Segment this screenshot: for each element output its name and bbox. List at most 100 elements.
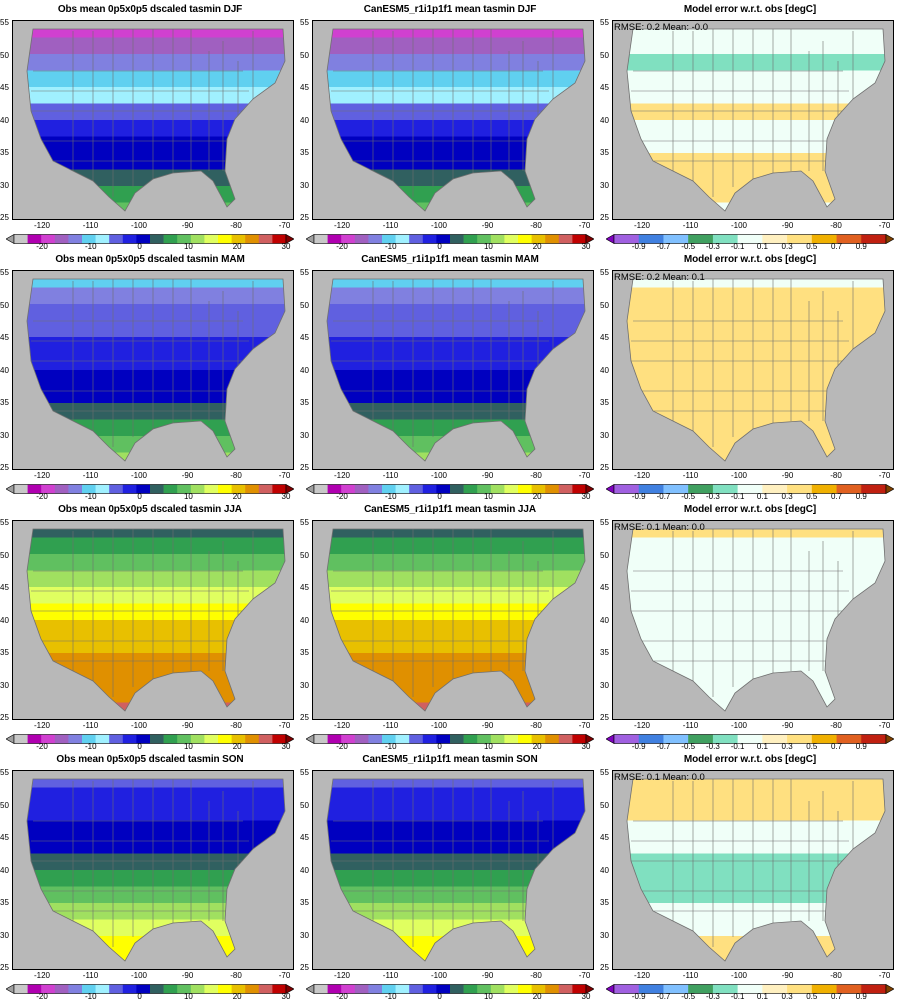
color-band (627, 70, 885, 88)
colorbar-tick-label: -20 (336, 492, 348, 501)
obs-panel-djf: Obs mean 0p5x0p5 dscaled tasmin DJF 55 50 4… (0, 0, 300, 251)
error-stats: RMSE: 0.2 Mean: 0.1 (614, 272, 705, 283)
color-band (27, 554, 285, 572)
color-band (327, 287, 585, 305)
error-panel-son: Model error w.r.t. obs [degC] RMSE: 0.1 M… (600, 750, 900, 1001)
colorbar-cell (787, 734, 813, 744)
colorbar-tick-label: 0.1 (756, 492, 768, 501)
error-panel-djf: Model error w.r.t. obs [degC] RMSE: 0.2 M… (600, 0, 900, 251)
lon-tick-label: -120 (633, 221, 650, 230)
colorbar-tick-label: 0.7 (830, 992, 843, 1001)
colorbar-cell (41, 984, 56, 994)
colorbar-cell (614, 734, 640, 744)
colorbar-max-arrow (585, 483, 595, 495)
lat-tick-label: 35 (0, 398, 9, 407)
colorbar-cell (463, 484, 478, 494)
panel-title: Model error w.r.t. obs [degC] (683, 504, 817, 515)
lat-tick-label: 35 (600, 398, 609, 407)
colorbar-cell (811, 984, 837, 994)
lat-tick-label: 40 (300, 865, 309, 875)
colorbar-tick-label: 0.9 (855, 742, 867, 751)
colorbar-tick-label: 0.9 (855, 492, 867, 501)
colorbar-tick-label: -0.5 (681, 992, 696, 1001)
color-band (27, 620, 285, 638)
colorbar-cell (327, 984, 342, 994)
colorbar-tick-label: 20 (232, 992, 242, 1001)
colorbar-cell (787, 984, 813, 994)
lon-tick-label: -110 (382, 471, 399, 480)
color-band (27, 29, 285, 39)
lat-tick-label: 25 (300, 963, 309, 972)
colorbar-tick-label: -10 (85, 742, 97, 751)
colorbar-cell (518, 234, 532, 244)
colorbar-tick-label: 0 (437, 492, 442, 501)
colorbar-tick-label: -0.9 (631, 992, 646, 1001)
colorbar-cell (382, 734, 396, 744)
colorbar-cell (95, 484, 110, 494)
lon-tick-label: -120 (33, 971, 50, 980)
colorbar-tick-label: 0.3 (781, 492, 793, 501)
color-band (327, 370, 585, 388)
colorbar-cell (712, 234, 738, 244)
colorbar-cell (409, 234, 424, 244)
error-panel-jja: Model error w.r.t. obs [degC] RMSE: 0.1 M… (600, 500, 900, 751)
lon-tick-label: -90 (481, 471, 494, 480)
color-band (627, 54, 885, 72)
lat-tick-label: 25 (600, 963, 609, 972)
lon-tick-label: -100 (730, 971, 747, 980)
lat-tick-label: 50 (600, 50, 609, 60)
lat-tick-label: 40 (0, 615, 9, 625)
colorbar-cell (258, 734, 273, 744)
lat-tick-label: 30 (300, 430, 309, 440)
colorbar-cell (82, 734, 96, 744)
colorbar-tick-label: 0 (137, 742, 142, 751)
lat-tick-label: 35 (300, 398, 309, 407)
lon-tick-label: -90 (781, 471, 794, 480)
colorbar-cell (314, 984, 328, 994)
color-band (627, 570, 885, 588)
colorbar-tick-label: 0.9 (855, 242, 867, 251)
colorbar-cell (712, 734, 738, 744)
colorbar-cell (314, 734, 328, 744)
color-band (327, 153, 585, 171)
panel-title: CanESM5_r1i1p1f1 mean tasmin DJF (363, 4, 537, 15)
colorbar-cell (68, 984, 83, 994)
lat-tick-label: 50 (0, 300, 9, 310)
colorbar-tick-label: 0.3 (781, 742, 793, 751)
colorbar-tick-label: 0 (437, 992, 442, 1001)
colorbar-cell (861, 984, 887, 994)
lon-tick-label: -110 (82, 221, 99, 230)
color-band (27, 153, 285, 171)
colorbar-tick-label: 10 (183, 492, 193, 501)
colorbar-cell (545, 984, 560, 994)
colorbar-cell (811, 734, 837, 744)
lat-tick-label: 35 (0, 148, 9, 157)
error-map-djf (613, 21, 893, 219)
colorbar-cell (341, 234, 356, 244)
colorbar (5, 231, 295, 245)
colorbar-cell (136, 484, 151, 494)
colorbar-min-arrow (305, 483, 315, 495)
colorbar-cell (614, 234, 640, 244)
colorbar-tick-label: -10 (85, 242, 97, 251)
panel-title: Obs mean 0p5x0p5 dscaled tasmin MAM (55, 254, 245, 265)
color-band (327, 537, 585, 555)
color-band (627, 653, 885, 671)
colorbar-cell (638, 984, 664, 994)
colorbar-cell (327, 484, 342, 494)
lat-tick-label: 45 (0, 333, 9, 342)
color-band (27, 787, 285, 805)
error-panel-mam: Model error w.r.t. obs [degC] RMSE: 0.2 M… (600, 250, 900, 501)
colorbar-cell (314, 484, 328, 494)
lat-tick-label: 40 (300, 365, 309, 375)
colorbar-tick-label: -0.9 (631, 742, 646, 751)
colorbar-tick-label: 0.3 (781, 992, 793, 1001)
colorbar-cell (258, 484, 273, 494)
lat-tick-label: 30 (0, 430, 9, 440)
colorbar-tick-label: -20 (336, 742, 348, 751)
color-band (327, 804, 585, 822)
color-band (627, 820, 885, 838)
color-band (27, 587, 285, 605)
colorbar-cell (688, 984, 714, 994)
colorbar-tick-label: -0.9 (631, 242, 646, 251)
